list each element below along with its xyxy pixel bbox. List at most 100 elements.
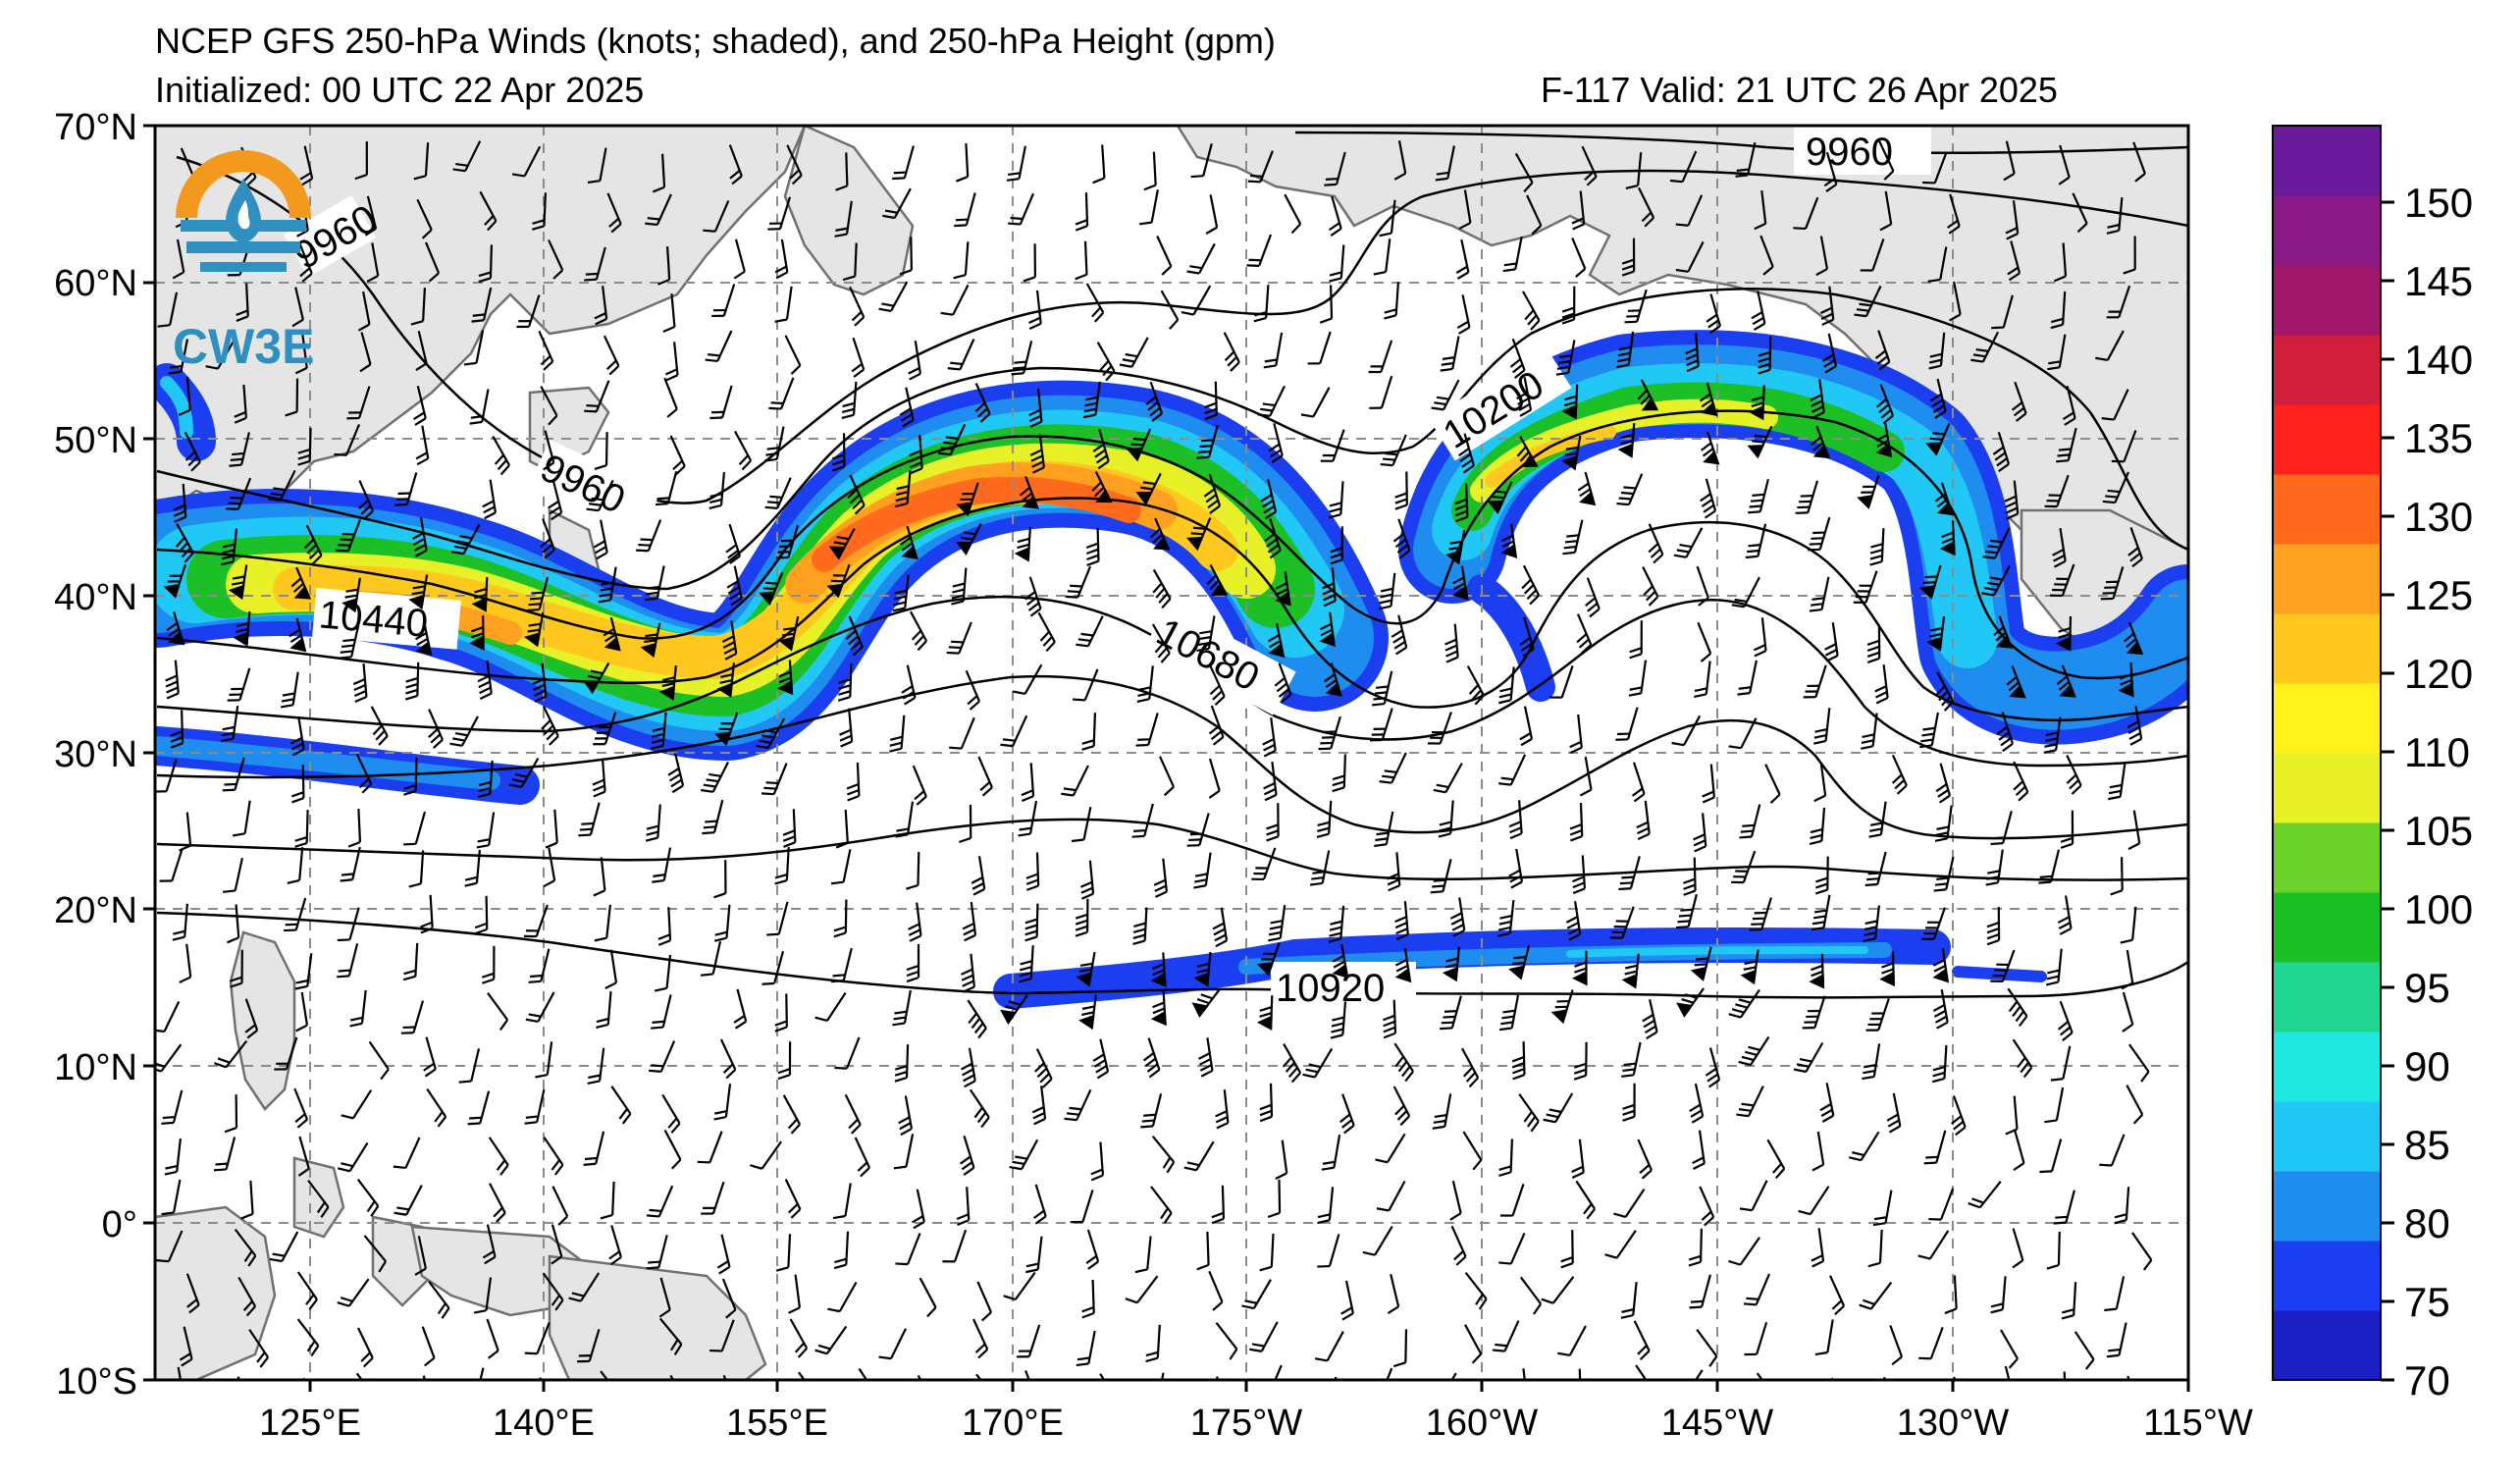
wind-barb — [1126, 428, 1152, 462]
wind-barb — [1518, 1093, 1540, 1133]
wind-barb — [416, 198, 433, 239]
wind-barb — [1330, 1001, 1347, 1039]
wind-barb — [649, 1040, 676, 1073]
lat-label-30n: 30°N — [54, 734, 137, 775]
wind-barb — [1986, 907, 2001, 946]
wind-barb — [962, 901, 977, 942]
wind-barb — [346, 386, 371, 420]
wind-barb — [1923, 1130, 1947, 1165]
wind-barb — [525, 991, 555, 1023]
wind-barb — [163, 563, 186, 599]
wind-barb — [899, 525, 919, 560]
wind-barb — [1033, 1184, 1047, 1225]
wind-barb — [1675, 194, 1704, 227]
wind-barb — [882, 187, 912, 220]
wind-barb — [355, 753, 373, 794]
wind-barb — [178, 376, 191, 416]
wind-barb — [486, 1318, 499, 1359]
wind-barb — [1745, 523, 1767, 559]
wind-barb — [1519, 706, 1534, 747]
wind-barb — [1754, 189, 1767, 231]
wind-barb — [1585, 577, 1601, 618]
wind-barb — [1519, 1276, 1543, 1315]
wind-barb — [839, 708, 854, 748]
wind-barb — [1671, 715, 1702, 747]
wind-barb — [899, 387, 915, 428]
wind-barb — [540, 518, 556, 559]
wind-barb — [1562, 519, 1584, 556]
wind-barb — [711, 284, 736, 318]
wind-barb — [1744, 1321, 1768, 1356]
wind-barb — [471, 576, 489, 612]
wind-barb — [759, 572, 784, 607]
wind-barb — [1848, 1131, 1880, 1162]
wind-barb — [524, 611, 545, 648]
wind-barb — [363, 1235, 387, 1273]
wind-barb — [532, 192, 547, 231]
wind-barb — [2111, 430, 2137, 463]
wind-barb — [1795, 480, 1819, 514]
wind-barb — [1430, 859, 1452, 894]
wind-barb — [1246, 234, 1273, 267]
wind-barb — [834, 1036, 861, 1070]
wind-barb — [1257, 385, 1286, 417]
wind-barb — [1697, 621, 1712, 662]
wind-barb — [1025, 1236, 1043, 1274]
wind-barb — [1675, 893, 1698, 929]
wind-barb — [1683, 857, 1697, 896]
wind-barb — [1571, 237, 1587, 278]
wind-barb — [709, 472, 725, 510]
wind-barb — [337, 1278, 370, 1307]
wind-barb — [1498, 1139, 1513, 1177]
wind-barb — [1865, 997, 1890, 1032]
wind-barb — [716, 662, 735, 698]
wind-barb — [1064, 1088, 1092, 1122]
wind-barb — [774, 286, 793, 323]
wind-barb — [1863, 905, 1880, 942]
wind-barb — [1186, 242, 1216, 275]
wind-barb — [1749, 897, 1772, 931]
wind-barb — [551, 1186, 569, 1226]
wind-barb — [516, 294, 541, 329]
wind-barb — [2047, 334, 2067, 371]
wind-barb — [1561, 435, 1582, 471]
wind-barb — [919, 1277, 937, 1318]
water-drop-logo-icon — [176, 150, 311, 286]
wind-barb — [1442, 946, 1460, 982]
wind-barb — [1624, 289, 1648, 324]
wind-barb — [1372, 670, 1393, 707]
wind-barb — [1320, 429, 1345, 462]
wind-barb — [1766, 1139, 1786, 1179]
wind-barb — [236, 283, 249, 322]
wind-barb — [1950, 1095, 1967, 1137]
wind-barb — [1142, 1037, 1161, 1079]
wind-barb — [364, 195, 378, 237]
wind-barb — [1247, 150, 1274, 184]
wind-barb — [359, 332, 372, 373]
wind-barb — [1731, 850, 1757, 884]
wind-barb — [1508, 800, 1523, 840]
wind-barb — [403, 758, 418, 796]
wind-barb — [1935, 671, 1955, 712]
wind-barb — [908, 902, 922, 942]
wind-barb — [603, 335, 620, 376]
wind-barb — [1025, 852, 1040, 891]
wind-barb — [1151, 623, 1171, 663]
wind-barb — [1731, 576, 1760, 609]
wind-barb — [413, 385, 427, 426]
wind-barb — [1878, 140, 1895, 181]
wind-barb — [2060, 810, 2074, 849]
wind-barb — [1328, 481, 1344, 519]
wind-barb — [161, 1179, 182, 1216]
wind-barb — [2004, 480, 2020, 520]
wind-barb — [702, 799, 724, 835]
wind-barb — [1561, 286, 1576, 325]
wind-barb — [1183, 1140, 1215, 1172]
wind-barb — [1023, 243, 1036, 283]
wind-barb — [290, 715, 305, 757]
wind-barb — [2050, 291, 2067, 330]
wind-barb — [1492, 1320, 1520, 1352]
wind-barb — [647, 1185, 674, 1218]
wind-barb — [1613, 1188, 1646, 1218]
wind-barb — [1075, 192, 1089, 232]
